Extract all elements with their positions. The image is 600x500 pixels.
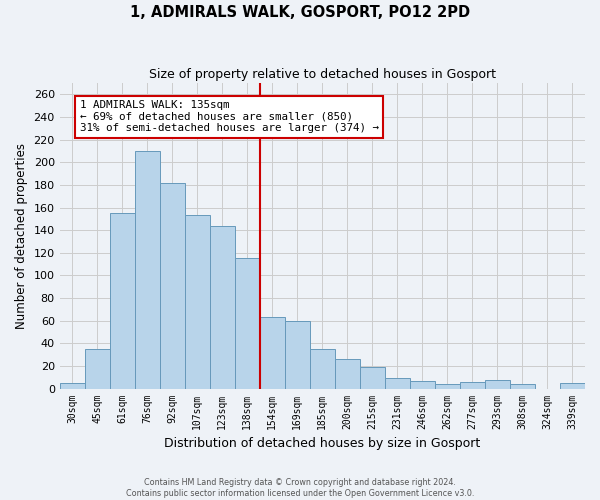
Bar xyxy=(59,383,85,388)
Bar xyxy=(360,367,385,388)
Text: 1 ADMIRALS WALK: 135sqm
← 69% of detached houses are smaller (850)
31% of semi-d: 1 ADMIRALS WALK: 135sqm ← 69% of detache… xyxy=(80,100,379,133)
Bar xyxy=(185,216,210,388)
Bar xyxy=(285,320,310,388)
Bar xyxy=(85,349,110,389)
Bar xyxy=(160,182,185,388)
Bar xyxy=(260,318,285,388)
X-axis label: Distribution of detached houses by size in Gosport: Distribution of detached houses by size … xyxy=(164,437,481,450)
Bar xyxy=(385,378,410,388)
Bar xyxy=(460,382,485,388)
Bar xyxy=(410,380,435,388)
Bar xyxy=(310,349,335,389)
Bar xyxy=(510,384,535,388)
Bar xyxy=(110,213,135,388)
Title: Size of property relative to detached houses in Gosport: Size of property relative to detached ho… xyxy=(149,68,496,80)
Bar xyxy=(435,384,460,388)
Bar xyxy=(235,258,260,388)
Bar xyxy=(485,380,510,388)
Bar xyxy=(560,383,585,388)
Text: Contains HM Land Registry data © Crown copyright and database right 2024.
Contai: Contains HM Land Registry data © Crown c… xyxy=(126,478,474,498)
Bar xyxy=(335,359,360,388)
Bar xyxy=(135,151,160,388)
Bar xyxy=(210,226,235,388)
Y-axis label: Number of detached properties: Number of detached properties xyxy=(15,143,28,329)
Text: 1, ADMIRALS WALK, GOSPORT, PO12 2PD: 1, ADMIRALS WALK, GOSPORT, PO12 2PD xyxy=(130,5,470,20)
